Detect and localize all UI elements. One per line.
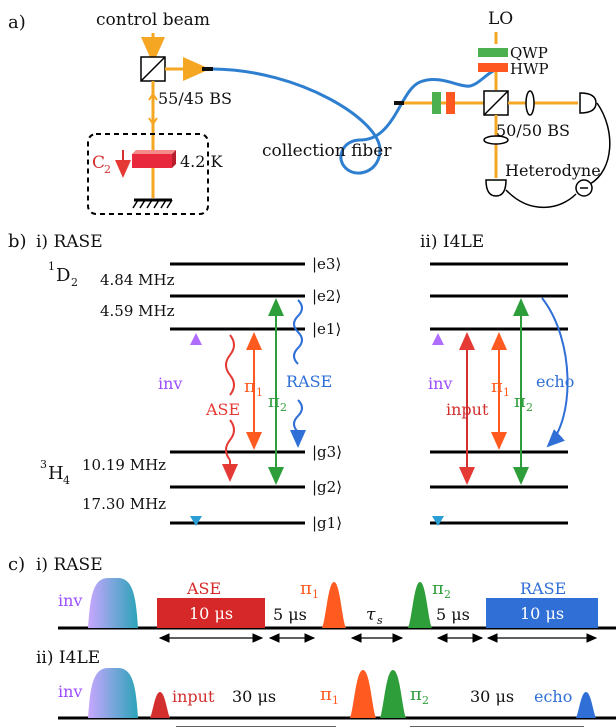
ket-g3: |g3⟩ bbox=[312, 443, 342, 461]
pi2-label: π bbox=[268, 391, 280, 412]
bs-5050-label: 50/50 BS bbox=[496, 121, 570, 140]
echo-seq-label: echo bbox=[534, 687, 572, 706]
d30b-label: 30 μs bbox=[470, 687, 514, 706]
detector-down bbox=[485, 179, 507, 197]
qwp-label: QWP bbox=[510, 44, 548, 62]
rase-label: RASE bbox=[286, 372, 332, 391]
panel-b: b) i) RASE ii) I4LE 1 D 2 3 H 4 4.84 MHz… bbox=[8, 231, 574, 532]
svg-text:1: 1 bbox=[48, 260, 55, 273]
ket-g2: |g2⟩ bbox=[312, 478, 342, 496]
panel-c: c) i) RASE inv ASE 10 μs 5 μs π 1 τ s π … bbox=[8, 554, 616, 727]
ket-g1: |g1⟩ bbox=[312, 514, 342, 532]
pi1-pulse-i4le bbox=[350, 670, 376, 718]
pi2-seq-label: π bbox=[432, 578, 444, 599]
c2-label: C bbox=[92, 153, 105, 173]
ase-window bbox=[157, 598, 265, 628]
rase-seq-label: RASE bbox=[520, 579, 566, 598]
inv-seq-label-i4le: inv bbox=[58, 682, 82, 701]
svg-text:1: 1 bbox=[332, 694, 339, 707]
panel-c-label: c) bbox=[8, 554, 25, 575]
split-e21: 4.59 MHz bbox=[100, 302, 175, 320]
hwp-detect bbox=[446, 92, 455, 114]
split-g21: 17.30 MHz bbox=[82, 495, 166, 513]
ket-e1: |e1⟩ bbox=[312, 320, 341, 338]
split-e32: 4.84 MHz bbox=[100, 271, 175, 289]
ket-e2: |e2⟩ bbox=[312, 287, 341, 305]
ase-seq-label: ASE bbox=[186, 579, 221, 598]
input-label: input bbox=[446, 400, 489, 419]
pi1-pulse bbox=[322, 582, 346, 628]
input-seq-label: input bbox=[172, 687, 215, 706]
collection-fiber bbox=[212, 67, 501, 175]
rase-wave bbox=[293, 299, 303, 433]
control-beam-label: control beam bbox=[96, 10, 210, 30]
svg-text:2: 2 bbox=[104, 163, 111, 176]
temperature-label: 4.2 K bbox=[180, 152, 224, 171]
inv-label: inv bbox=[158, 374, 182, 393]
ase-label: ASE bbox=[205, 400, 240, 419]
lens-down bbox=[483, 135, 509, 145]
detector-right bbox=[579, 92, 597, 114]
svg-text:π: π bbox=[514, 391, 526, 412]
svg-text:1: 1 bbox=[256, 386, 263, 399]
ase-wave bbox=[225, 334, 235, 461]
pi2-pulse-i4le bbox=[380, 670, 406, 718]
qwp-detect bbox=[432, 92, 441, 114]
svg-text:2: 2 bbox=[526, 401, 533, 414]
svg-text:π: π bbox=[491, 376, 503, 397]
split-g32: 10.19 MHz bbox=[82, 456, 166, 474]
ase-dur: 10 μs bbox=[189, 604, 233, 623]
pi2-seq-label-i4le: π bbox=[410, 684, 422, 705]
hwp-lo bbox=[478, 63, 508, 72]
crystal bbox=[132, 154, 172, 168]
inv-pulse bbox=[88, 578, 138, 628]
svg-text:2: 2 bbox=[422, 694, 429, 707]
pi2-pulse bbox=[408, 582, 432, 628]
pi1-label: π bbox=[244, 376, 256, 397]
cryostat-box bbox=[87, 133, 209, 215]
pi1-seq-label-i4le: π bbox=[320, 684, 332, 705]
rase-window bbox=[486, 598, 598, 628]
collection-fiber-label: collection fiber bbox=[262, 141, 392, 161]
inv-pulse-i4le bbox=[88, 668, 138, 718]
gap1-label: 5 μs bbox=[273, 605, 307, 624]
qwp-lo bbox=[478, 48, 508, 57]
d30a-label: 30 μs bbox=[232, 687, 276, 706]
h4-term: H bbox=[48, 463, 64, 484]
ket-e3: |e3⟩ bbox=[312, 255, 341, 273]
rase-seq-title: i) RASE bbox=[36, 555, 103, 575]
svg-text:2: 2 bbox=[71, 276, 78, 289]
inv-seq-label: inv bbox=[58, 591, 82, 610]
i4le-title: ii) I4LE bbox=[420, 232, 484, 252]
rase-title: i) RASE bbox=[36, 232, 103, 252]
svg-text:2: 2 bbox=[280, 401, 287, 414]
lo-label: LO bbox=[488, 9, 513, 29]
heterodyne-label: Heterodyne bbox=[505, 161, 601, 180]
lens-right bbox=[525, 90, 535, 116]
input-pulse bbox=[150, 692, 170, 718]
inv-label-i4le: inv bbox=[428, 374, 452, 393]
pi1-seq-label: π bbox=[300, 578, 312, 599]
svg-text:1: 1 bbox=[503, 386, 510, 399]
hwp-label: HWP bbox=[510, 60, 549, 78]
rase-dur: 10 μs bbox=[520, 604, 564, 623]
svg-text:1: 1 bbox=[312, 588, 319, 601]
panel-a: a) control beam 55/45 BS 4.2 K C 2 colle… bbox=[8, 9, 611, 215]
svg-text:2: 2 bbox=[444, 588, 451, 601]
i4le-seq-title: ii) I4LE bbox=[36, 648, 100, 668]
d2-term: D bbox=[56, 265, 70, 286]
svg-text:s: s bbox=[377, 614, 383, 627]
echo-arrow bbox=[541, 297, 569, 448]
echo-pulse bbox=[576, 692, 596, 718]
bs-5545-label: 55/45 BS bbox=[158, 89, 232, 108]
echo-label: echo bbox=[536, 372, 574, 391]
tau-label: τ bbox=[366, 605, 376, 625]
panel-b-label: b) bbox=[8, 231, 27, 252]
panel-a-label: a) bbox=[8, 12, 26, 33]
svg-text:4: 4 bbox=[63, 474, 70, 487]
svg-text:3: 3 bbox=[40, 458, 47, 471]
gap2-label: 5 μs bbox=[436, 605, 470, 624]
